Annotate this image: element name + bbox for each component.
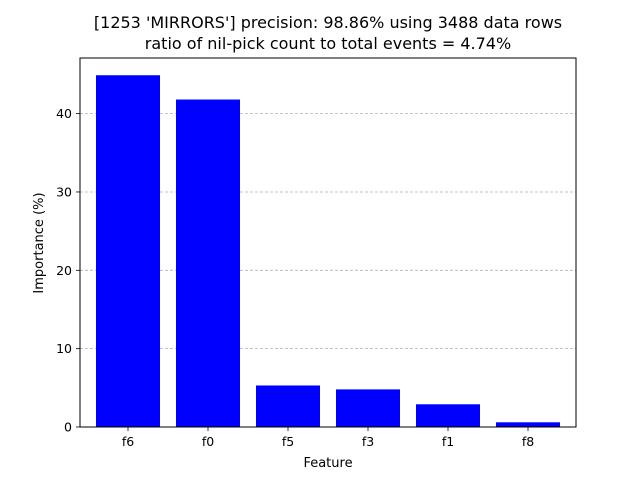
bars [96,75,560,428]
bar-f5 [256,385,320,427]
x-tick-label-f8: f8 [522,434,534,449]
x-tick-label-f6: f6 [122,434,134,449]
chart-title-line2: ratio of nil-pick count to total events … [145,34,511,53]
x-tick-label-f5: f5 [282,434,294,449]
x-tick-label-f3: f3 [362,434,374,449]
y-tick-label: 30 [56,184,72,199]
x-tick-label-f1: f1 [442,434,454,449]
plot-frame [79,57,577,428]
y-tick-label: 40 [56,106,72,121]
x-tick-label-f0: f0 [202,434,214,449]
y-tick-label: 0 [64,420,72,435]
bar-f3 [336,389,400,427]
x-axis-label: Feature [303,456,352,471]
y-axis-label: Importance (%) [32,192,47,293]
axes: 0 10 20 30 40 f6 f0 f5 f3 f1 f8 [56,57,577,449]
gridlines [80,113,576,350]
bar-f0 [176,99,240,428]
bar-f6 [96,75,160,428]
y-tick-label: 10 [56,341,72,356]
y-tick-label: 20 [56,263,72,278]
bar-f1 [416,404,480,427]
bar-f8 [496,422,560,427]
chart-title-line1: [1253 'MIRRORS'] precision: 98.86% using… [94,13,562,32]
